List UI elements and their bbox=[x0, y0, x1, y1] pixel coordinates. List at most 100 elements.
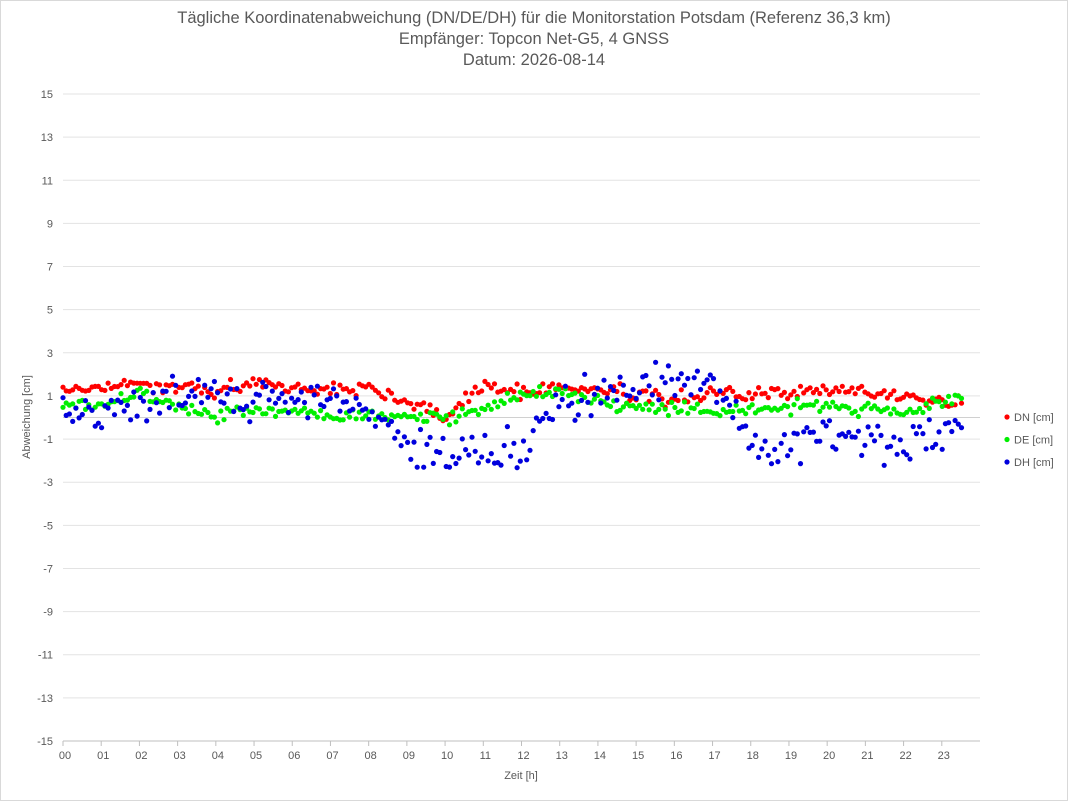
data-point bbox=[636, 390, 643, 396]
data-point bbox=[211, 414, 217, 420]
data-point bbox=[923, 446, 929, 452]
data-point bbox=[289, 395, 295, 401]
x-tick-label: 15 bbox=[632, 750, 644, 762]
x-tick-label: 03 bbox=[174, 750, 186, 762]
data-point bbox=[601, 377, 607, 383]
data-point bbox=[247, 419, 253, 425]
data-point bbox=[620, 404, 627, 410]
data-point bbox=[701, 380, 707, 386]
data-point bbox=[678, 408, 684, 414]
data-point bbox=[891, 434, 897, 440]
data-point bbox=[314, 414, 320, 420]
data-point bbox=[247, 383, 253, 389]
data-point bbox=[363, 413, 369, 419]
data-point bbox=[743, 423, 749, 429]
data-point bbox=[82, 398, 89, 404]
data-point bbox=[227, 386, 234, 392]
data-point bbox=[891, 406, 897, 412]
y-tick-label: 11 bbox=[42, 175, 53, 187]
y-tick-label: 9 bbox=[47, 218, 53, 230]
data-point bbox=[137, 394, 143, 401]
data-point bbox=[240, 412, 246, 418]
data-point bbox=[540, 415, 546, 422]
data-point bbox=[353, 416, 359, 422]
y-tick-label: -7 bbox=[43, 563, 53, 575]
data-point bbox=[707, 372, 713, 378]
data-point bbox=[285, 409, 291, 416]
data-point bbox=[949, 401, 955, 407]
data-point bbox=[369, 384, 375, 390]
data-point bbox=[269, 388, 275, 394]
data-point bbox=[421, 400, 427, 406]
data-point bbox=[714, 399, 720, 405]
data-point bbox=[681, 382, 688, 388]
data-point bbox=[437, 449, 443, 456]
data-point bbox=[788, 392, 794, 398]
x-tick-label: 20 bbox=[823, 750, 835, 762]
series-1 bbox=[60, 384, 965, 428]
y-tick-label: -1 bbox=[43, 434, 53, 446]
x-tick-label: 11 bbox=[480, 750, 491, 762]
data-point bbox=[843, 433, 849, 439]
data-point bbox=[256, 406, 262, 412]
data-point bbox=[604, 395, 610, 401]
data-point bbox=[794, 396, 800, 402]
data-point bbox=[823, 387, 829, 393]
data-point bbox=[166, 405, 172, 411]
data-point bbox=[865, 424, 871, 430]
data-point bbox=[958, 395, 965, 401]
data-point bbox=[279, 382, 285, 389]
data-point bbox=[823, 400, 829, 406]
data-point bbox=[643, 401, 649, 407]
data-point bbox=[157, 410, 163, 416]
data-point bbox=[788, 412, 794, 418]
data-point bbox=[672, 392, 678, 399]
data-point bbox=[459, 436, 465, 442]
data-point bbox=[173, 407, 179, 413]
data-point bbox=[86, 387, 92, 393]
data-point bbox=[405, 439, 411, 445]
data-point bbox=[466, 398, 472, 405]
data-point bbox=[311, 392, 317, 398]
data-point bbox=[379, 411, 385, 417]
data-point bbox=[128, 417, 134, 423]
data-point bbox=[205, 394, 211, 400]
data-point bbox=[810, 402, 817, 408]
data-point bbox=[472, 384, 478, 390]
data-point bbox=[198, 411, 205, 417]
data-point bbox=[598, 400, 604, 406]
chart-subtitle: Empfänger: Topcon Net-G5, 4 GNSS bbox=[398, 30, 670, 48]
data-point bbox=[282, 399, 288, 405]
data-point bbox=[733, 402, 739, 408]
data-point bbox=[376, 390, 382, 396]
data-point bbox=[434, 407, 440, 413]
series-2 bbox=[60, 359, 965, 471]
data-point bbox=[285, 389, 291, 395]
data-point bbox=[202, 382, 208, 388]
data-point bbox=[511, 389, 517, 395]
y-tick-label: -9 bbox=[43, 607, 53, 619]
data-point bbox=[591, 396, 598, 402]
data-point bbox=[95, 383, 101, 389]
data-point bbox=[198, 390, 205, 396]
data-point bbox=[334, 393, 340, 399]
data-point bbox=[430, 460, 436, 466]
data-point bbox=[140, 398, 147, 404]
data-point bbox=[875, 423, 881, 429]
data-point bbox=[891, 388, 897, 394]
data-point bbox=[694, 394, 701, 400]
x-tick-label: 21 bbox=[861, 750, 873, 762]
data-point bbox=[678, 371, 684, 377]
data-point bbox=[926, 405, 932, 411]
data-point bbox=[781, 389, 788, 395]
x-tick-label: 16 bbox=[670, 750, 682, 762]
data-point bbox=[846, 429, 852, 435]
data-point bbox=[169, 373, 176, 379]
data-point bbox=[955, 421, 961, 427]
data-point bbox=[897, 437, 903, 443]
data-point bbox=[195, 376, 201, 383]
x-tick-label: 13 bbox=[556, 750, 568, 762]
data-point bbox=[801, 390, 807, 396]
data-point bbox=[649, 401, 655, 407]
data-point bbox=[527, 393, 533, 399]
